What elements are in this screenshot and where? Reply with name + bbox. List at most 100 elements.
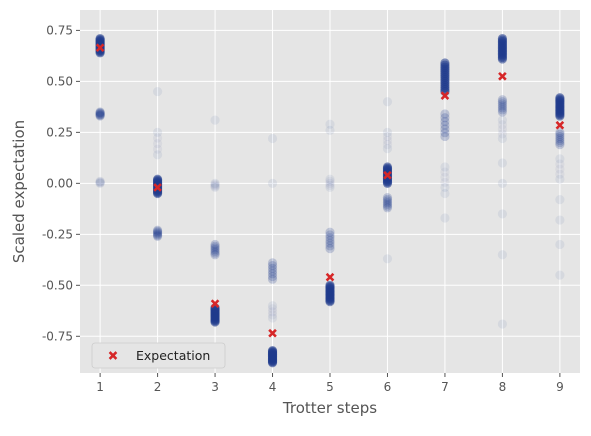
sample-point — [267, 307, 278, 317]
sample-point — [497, 99, 508, 109]
sample-point — [497, 129, 508, 139]
sample-point — [497, 107, 508, 117]
sample-point — [497, 105, 508, 115]
sample-point — [382, 198, 393, 208]
sample-point — [210, 245, 220, 255]
sample-point — [95, 176, 105, 186]
x-tick-label: 1 — [96, 380, 104, 394]
x-tick-label: 8 — [499, 380, 507, 394]
sample-point — [267, 133, 278, 144]
sample-point — [152, 231, 163, 241]
sample-point — [440, 162, 450, 172]
sample-point — [497, 158, 508, 168]
expectation-marker — [210, 299, 220, 308]
sample-point — [325, 241, 335, 251]
sample-point — [497, 101, 508, 111]
sample-point — [382, 162, 393, 172]
legend-label-expectation: Expectation — [136, 348, 210, 363]
sample-point — [382, 135, 393, 146]
sample-point — [497, 103, 508, 113]
sample-point — [267, 313, 278, 323]
expectation-marker — [555, 120, 565, 130]
sample-point — [152, 144, 163, 154]
sample-point — [325, 176, 335, 186]
x-axis-ticks: 1 2 3 4 5 6 7 8 9 — [96, 373, 564, 394]
sample-point — [382, 193, 393, 203]
sample-point — [555, 164, 565, 174]
sample-point — [497, 33, 508, 44]
sample-point — [440, 124, 450, 134]
sample-point — [210, 115, 220, 125]
sample-point — [555, 239, 565, 250]
y-axis-ticks: 0.75 0.50 0.25 0.00 -0.25 -0.50 -0.75 — [42, 23, 80, 343]
sample-point — [152, 138, 163, 149]
sample-point — [210, 239, 220, 250]
sample-point — [440, 116, 450, 127]
sample-point — [325, 230, 335, 240]
legend-marker-x-icon — [108, 351, 118, 360]
sample-point — [440, 109, 450, 119]
sample-point — [152, 174, 163, 184]
sample-point — [152, 133, 163, 143]
sample-point — [95, 177, 105, 187]
sample-point — [440, 131, 450, 142]
sample-point — [267, 266, 278, 276]
y-axis-label: Scaled expectation — [10, 120, 28, 263]
sample-point — [152, 229, 163, 239]
sample-point — [382, 144, 393, 154]
x-tick-label: 5 — [326, 380, 334, 394]
legend-x-mark — [108, 351, 118, 360]
sample-point — [325, 174, 335, 184]
sample-point — [152, 225, 163, 235]
sample-point — [382, 254, 393, 264]
sample-point — [267, 260, 278, 271]
sample-point — [555, 135, 565, 146]
sample-point — [325, 235, 335, 246]
sample-point — [325, 119, 335, 129]
sample-point — [325, 238, 335, 248]
sample-point — [555, 133, 565, 144]
sample-point — [152, 86, 163, 97]
sample-point — [267, 345, 278, 356]
sample-point — [267, 301, 278, 311]
sample-point — [497, 178, 508, 188]
sample-point — [95, 107, 105, 117]
sample-point — [325, 244, 335, 254]
sample-point — [440, 167, 450, 177]
x-axis-label: Trotter steps — [282, 399, 377, 417]
sample-point — [440, 177, 450, 187]
sample-point — [555, 129, 565, 139]
sample-point — [95, 110, 105, 120]
expectation-markers — [95, 43, 565, 338]
sample-point — [497, 319, 508, 329]
sample-point — [152, 127, 163, 137]
sample-point — [267, 304, 278, 314]
sample-point — [497, 95, 508, 105]
x-tick-label: 6 — [384, 380, 392, 394]
x-tick-label: 2 — [154, 380, 162, 394]
sample-point — [325, 180, 335, 190]
sample-point — [440, 120, 450, 130]
sample-point — [210, 180, 220, 190]
sample-point — [210, 246, 220, 256]
sample-point — [497, 133, 508, 144]
sample-point — [325, 125, 335, 135]
sample-point — [95, 178, 105, 188]
legend: Expectation — [91, 342, 226, 369]
sample-point — [440, 172, 450, 182]
y-tick-label: -0.50 — [42, 278, 73, 292]
sample-point — [210, 181, 220, 192]
sample-point — [267, 310, 278, 320]
sample-point — [440, 213, 450, 223]
expectation-marker — [325, 272, 335, 282]
expectation-marker — [440, 91, 450, 100]
sample-point — [555, 169, 565, 179]
sample-point — [382, 196, 393, 206]
x-tick-label: 4 — [269, 380, 277, 394]
sample-point — [440, 188, 450, 199]
sample-point — [210, 241, 220, 251]
sample-point — [267, 269, 278, 279]
sample-point — [555, 159, 565, 169]
expectation-marker — [95, 43, 105, 53]
